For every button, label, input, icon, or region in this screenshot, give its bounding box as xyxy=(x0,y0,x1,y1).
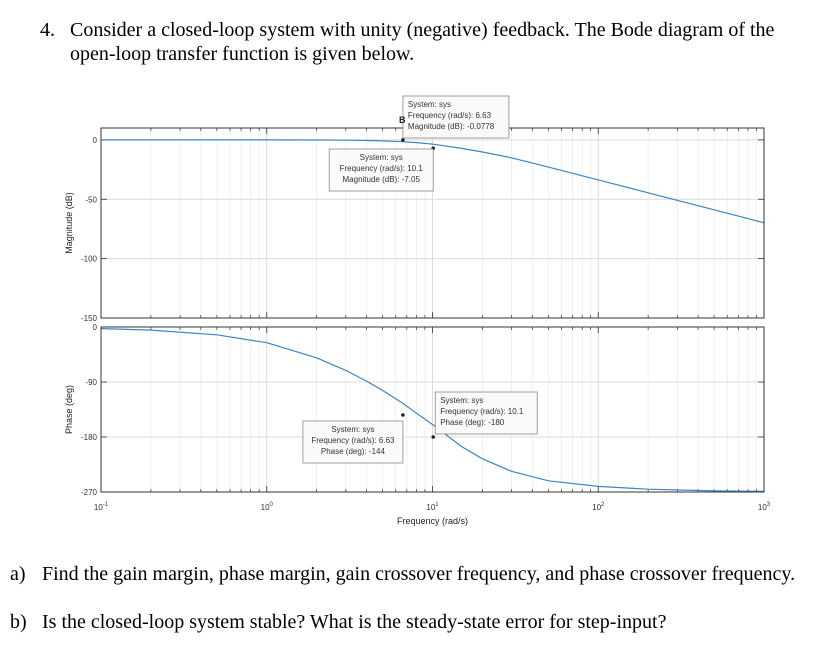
datatip-text: System: sys xyxy=(331,425,374,434)
datatip-text: Phase (deg): -180 xyxy=(440,418,505,427)
bode-curve-0 xyxy=(101,139,765,224)
y-tick-label: -150 xyxy=(81,314,98,323)
x-tick-label: 10-1 xyxy=(94,502,109,512)
datatip-text: Frequency (rad/s): 6.63 xyxy=(311,436,395,445)
panel-frame xyxy=(100,326,765,493)
question-text: Consider a closed-loop system with unity… xyxy=(70,19,775,65)
datatip-text: Magnitude (dB): -0.0778 xyxy=(408,122,495,131)
part-b-label: b) xyxy=(10,611,27,633)
y-tick-label: -90 xyxy=(85,378,97,387)
datatip-marker xyxy=(401,413,405,417)
datatip-marker xyxy=(401,138,405,142)
part-b-text: Is the closed-loop system stable? What i… xyxy=(42,611,667,633)
x-tick-label: 101 xyxy=(426,502,439,512)
datatip-box xyxy=(328,148,434,192)
datatip-text: System: sys xyxy=(440,396,483,405)
datatip-text: System: sys xyxy=(408,100,451,109)
part-a-label: a) xyxy=(10,563,26,585)
y-tick-label: -180 xyxy=(81,433,98,442)
bode-curve-1 xyxy=(100,328,765,492)
datatip-text: Phase (deg): -144 xyxy=(321,447,386,456)
datatip-text: System: sys xyxy=(360,153,403,162)
datatip-marker xyxy=(431,435,436,439)
y-tick-label: 0 xyxy=(93,323,98,332)
x-tick-label: 103 xyxy=(758,502,771,512)
datatip-text: Frequency (rad/s): 10.1 xyxy=(440,407,524,416)
datatip-box xyxy=(402,95,510,139)
x-tick-label: 100 xyxy=(261,502,274,512)
x-axis-label: Frequency (rad/s) xyxy=(397,516,468,526)
datatip-text: Frequency (rad/s): 6.63 xyxy=(408,111,492,120)
y-tick-label: -50 xyxy=(85,195,97,204)
datatip-box xyxy=(302,420,404,464)
y-axis-label: Magnitude (dB) xyxy=(64,192,74,254)
y-tick-label: -100 xyxy=(81,255,98,264)
datatip-box xyxy=(434,391,538,435)
datatip-text: Frequency (rad/s): 10.1 xyxy=(340,164,424,173)
part-a-text: Find the gain margin, phase margin, gain… xyxy=(42,563,796,585)
bode-diagram: 0 -50 -100 -150 Magnitude (dB) System: sys Fre… xyxy=(64,95,771,526)
question-number: 4. xyxy=(40,19,55,41)
x-tick-label: 102 xyxy=(592,502,605,512)
y-tick-label: -270 xyxy=(81,488,98,497)
y-tick-label: 0 xyxy=(93,136,98,145)
y-axis-label: Phase (deg) xyxy=(64,385,74,434)
chart-title: B xyxy=(399,115,406,125)
datatip-text: Magnitude (dB): -7.05 xyxy=(343,175,421,184)
